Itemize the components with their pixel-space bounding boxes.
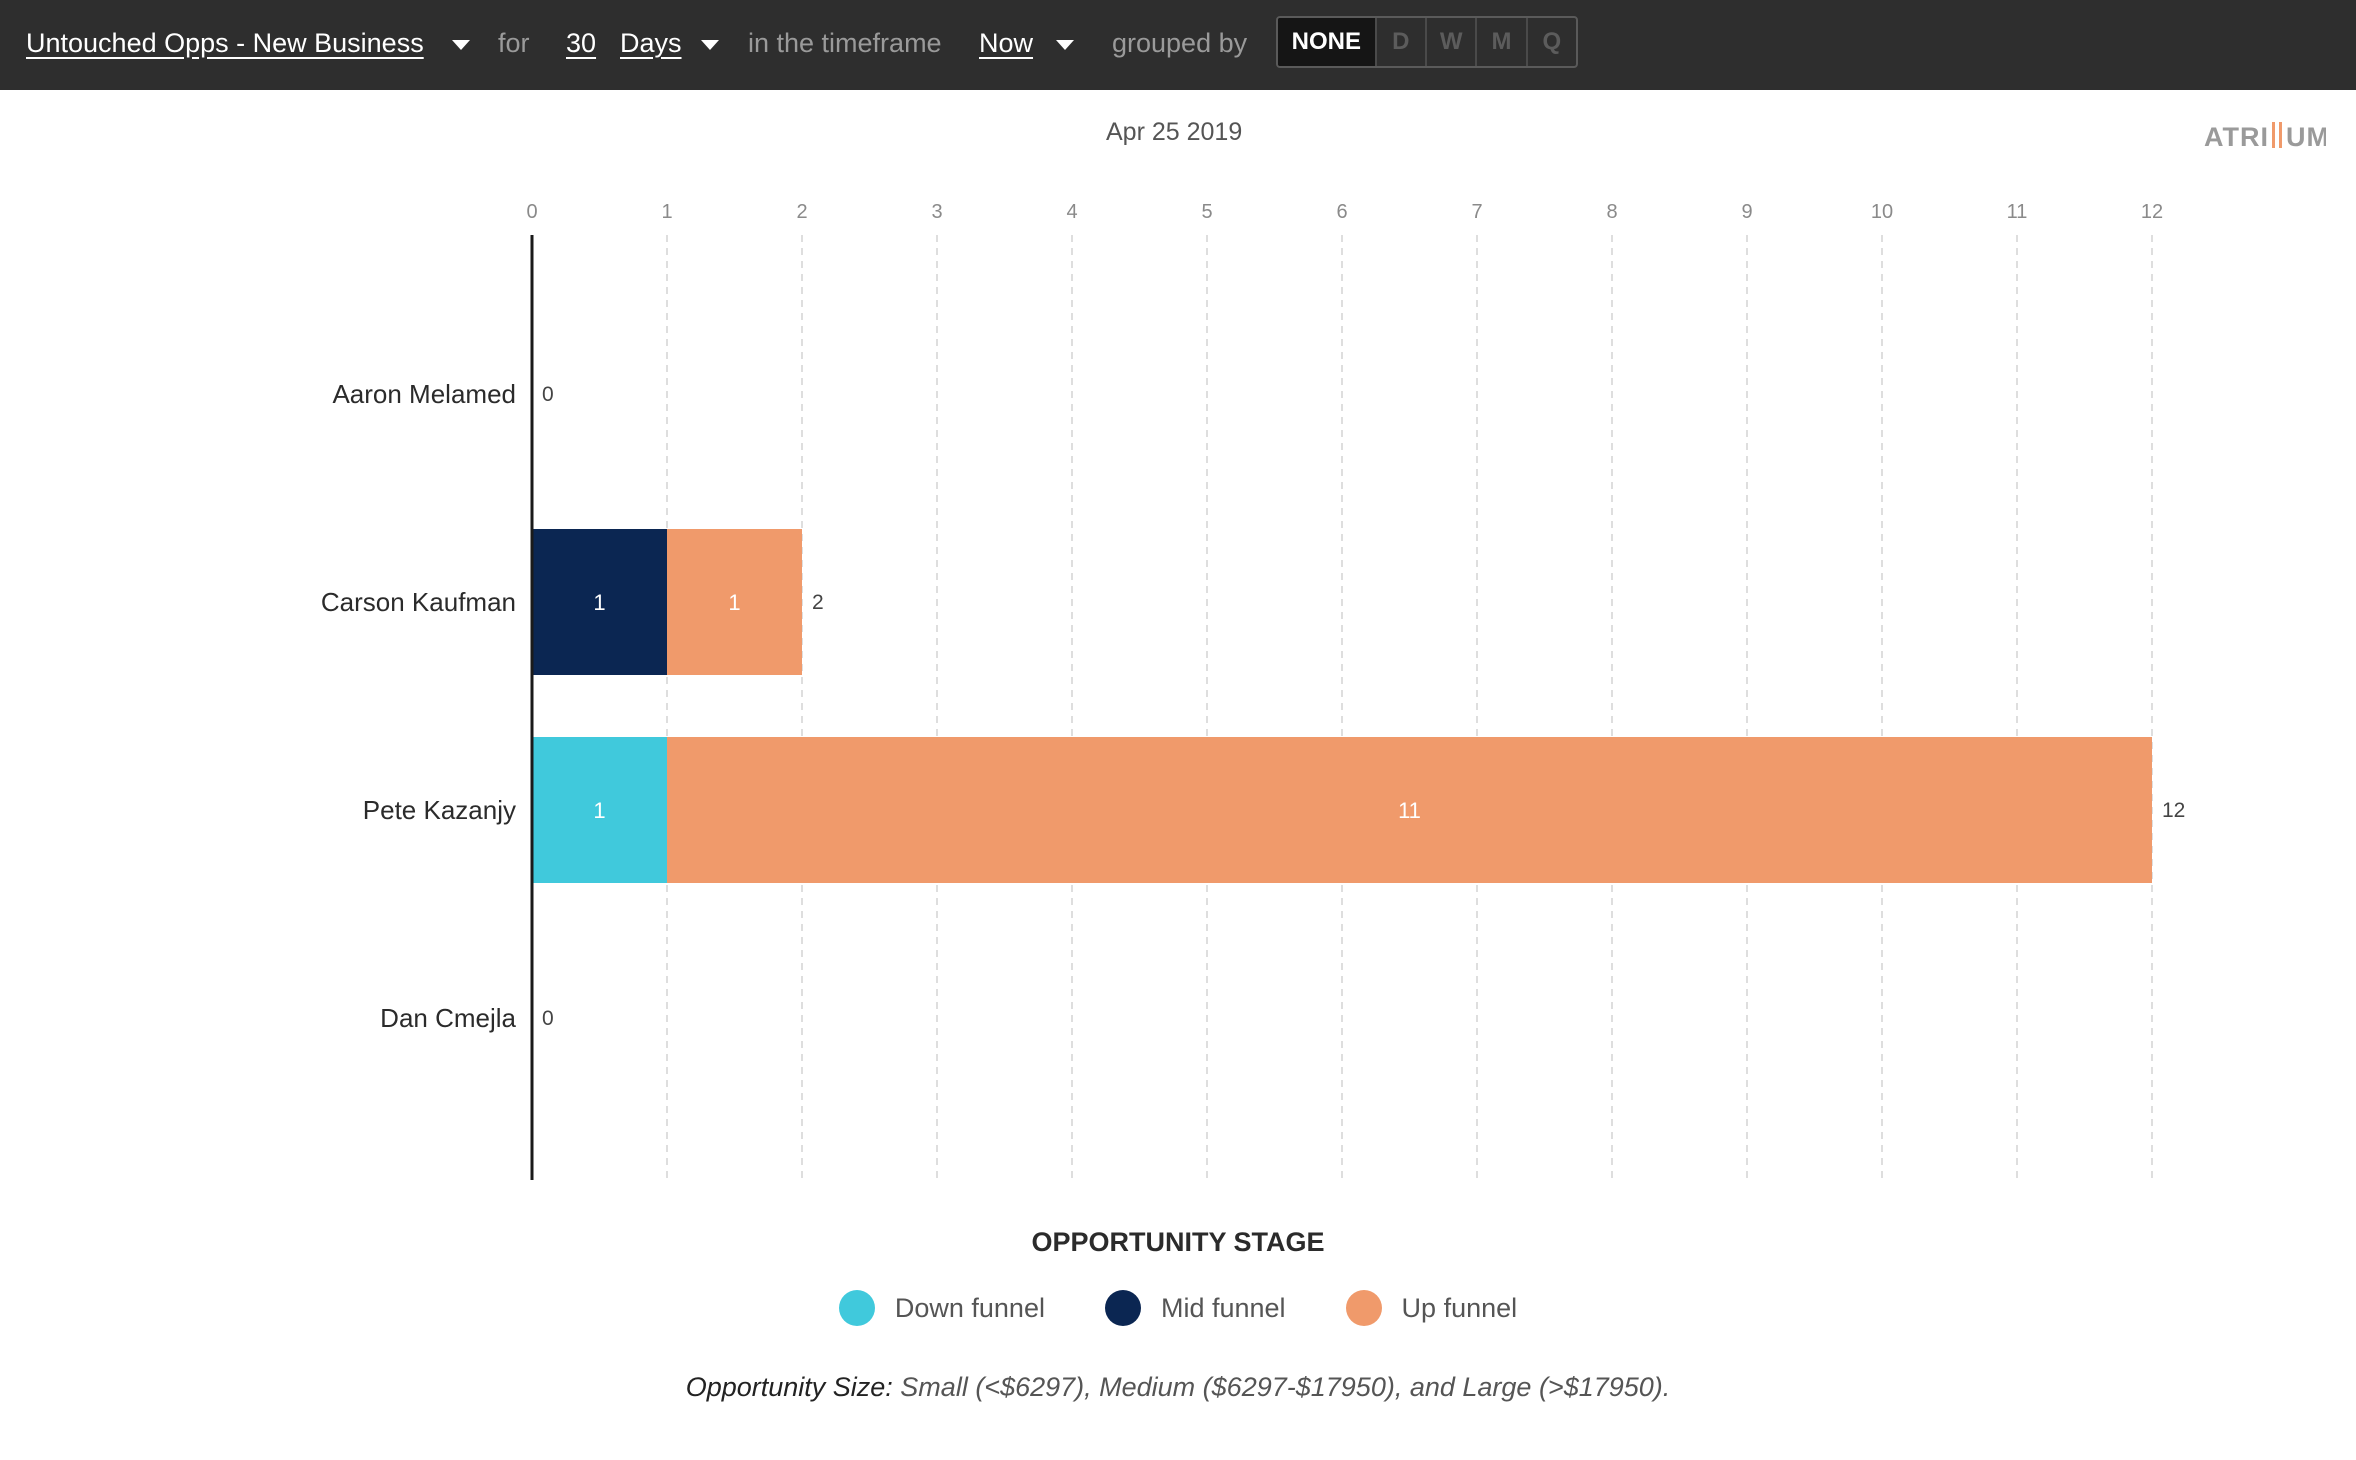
x-tick-label: 12 — [2141, 201, 2163, 223]
bar-segment — [667, 529, 802, 675]
bar-segment-label: 11 — [1398, 798, 1421, 823]
x-tick-label: 2 — [796, 201, 807, 223]
category-label: Dan Cmejla — [380, 1003, 516, 1033]
svg-text:ATRI: ATRI — [2204, 122, 2269, 152]
bar-total-label: 2 — [812, 591, 824, 614]
legend-dot-up-funnel — [1345, 1290, 1382, 1326]
for-label: for — [498, 28, 530, 58]
category-label: Aaron Melamed — [332, 379, 516, 409]
x-tick-label: 4 — [1066, 201, 1077, 223]
timeframe-chevron-down-icon[interactable] — [1056, 40, 1074, 50]
footnote-text: Small (<$6297), Medium ($6297-$17950), a… — [892, 1372, 1671, 1402]
x-tick-label: 10 — [1871, 201, 1893, 223]
group-quarter-button[interactable]: Q — [1525, 18, 1576, 66]
legend-title: OPPORTUNITY STAGE — [1031, 1227, 1325, 1257]
group-day-button[interactable]: D — [1374, 18, 1425, 66]
group-none-button[interactable]: NONE — [1278, 18, 1375, 66]
timeframe-value-link[interactable]: Now — [979, 28, 1034, 58]
bar-segment — [667, 737, 2152, 883]
x-tick-label: 9 — [1741, 201, 1752, 223]
legend-dot-down-funnel — [838, 1290, 875, 1326]
period-chevron-down-icon[interactable] — [701, 40, 719, 50]
grouped-by-label: grouped by — [1112, 28, 1248, 58]
x-tick-label: 8 — [1606, 201, 1617, 223]
legend-item-up-funnel[interactable]: Up funnel — [1345, 1290, 1518, 1326]
report-name-chevron-down-icon[interactable] — [452, 40, 470, 50]
group-week-button[interactable]: W — [1425, 18, 1475, 66]
x-tick-label: 11 — [2007, 201, 2028, 223]
atrium-logo: ATRI UM — [2204, 118, 2329, 161]
footnote-label: Opportunity Size: — [685, 1372, 893, 1402]
bar-segment-label: 1 — [593, 590, 605, 615]
bar-total-label: 0 — [542, 383, 554, 406]
x-tick-label: 5 — [1201, 201, 1212, 223]
category-label: Carson Kaufman — [321, 587, 516, 617]
group-by-segmented-control: NONE D W M Q — [1276, 16, 1578, 68]
atrium-logo-mark: ATRI UM — [2204, 122, 2329, 152]
bar-total-label: 0 — [542, 1007, 554, 1030]
chart-date-label: Apr 25 2019 — [1106, 118, 1243, 146]
svg-text:UM: UM — [2286, 122, 2326, 152]
legend-label-up-funnel: Up funnel — [1401, 1292, 1518, 1323]
legend-item-mid-funnel[interactable]: Mid funnel — [1104, 1290, 1286, 1326]
x-tick-label: 6 — [1336, 201, 1347, 223]
legend-dot-mid-funnel — [1104, 1290, 1141, 1326]
report-toolbar: Untouched Opps - New Business for 30 Day… — [0, 0, 2356, 90]
x-tick-label: 1 — [661, 201, 672, 223]
legend-label-mid-funnel: Mid funnel — [1160, 1292, 1286, 1323]
bar-segment-label: 1 — [728, 590, 740, 615]
timeframe-label: in the timeframe — [748, 28, 942, 58]
bar-segment — [532, 529, 667, 675]
bar-total-label: 12 — [2162, 799, 2185, 822]
bar-segment-label: 1 — [593, 798, 605, 823]
x-tick-label: 0 — [526, 201, 537, 223]
bar-segment — [532, 737, 667, 883]
opportunity-size-footnote: Opportunity Size: Small (<$6297), Medium… — [0, 1372, 2356, 1403]
legend-label-down-funnel: Down funnel — [894, 1292, 1045, 1323]
category-label: Pete Kazanjy — [363, 795, 516, 825]
legend-item-down-funnel[interactable]: Down funnel — [838, 1290, 1045, 1326]
period-unit-link[interactable]: Days — [620, 28, 682, 58]
period-value-link[interactable]: 30 — [566, 28, 597, 58]
group-month-button[interactable]: M — [1475, 18, 1525, 66]
x-tick-label: 7 — [1471, 201, 1482, 223]
report-name-link[interactable]: Untouched Opps - New Business — [26, 28, 424, 58]
x-tick-label: 3 — [931, 201, 942, 223]
legend: Down funnel Mid funnel Up funnel — [0, 1290, 2356, 1326]
